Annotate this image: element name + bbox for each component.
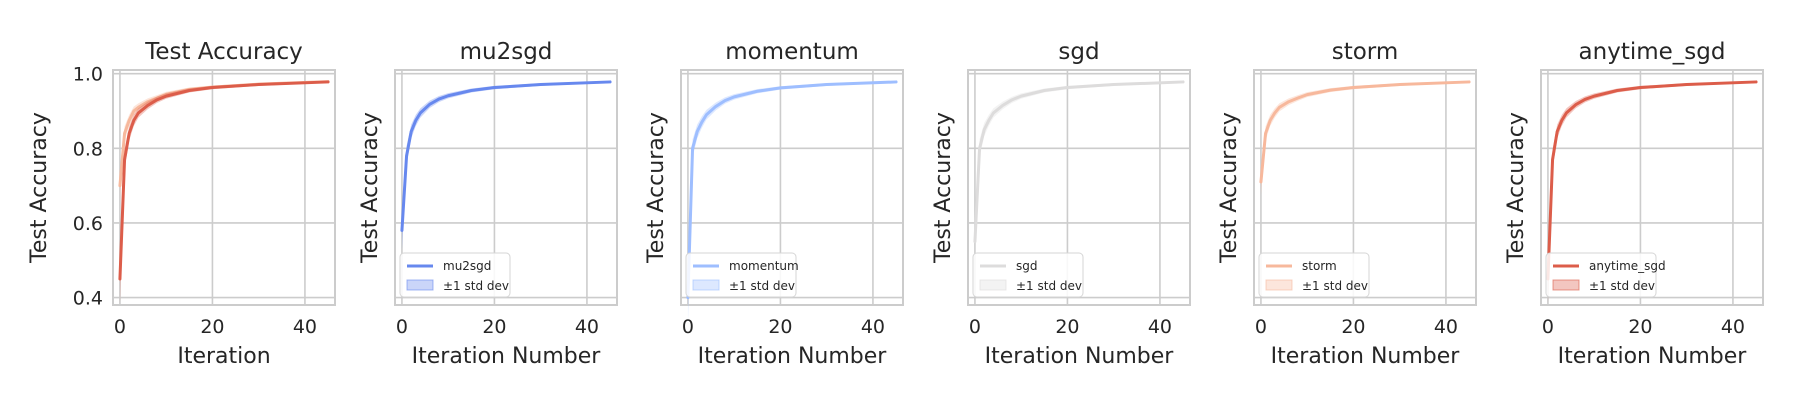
legend-band-label: ±1 std dev (1016, 279, 1082, 293)
legend-box (399, 252, 511, 298)
x-tick-label: 20 (1341, 316, 1365, 338)
legend-box (1258, 252, 1370, 298)
legend: momentum ±1 std dev (685, 252, 799, 298)
y-tick-label: 0.4 (73, 288, 103, 310)
series-line (686, 80, 898, 300)
subplot-title: momentum (725, 39, 859, 65)
legend-band-label: ±1 std dev (1302, 279, 1368, 293)
x-axis-label: Iteration Number (985, 344, 1175, 369)
subplot-title: storm (1332, 39, 1399, 65)
legend: sgd ±1 std dev (972, 252, 1084, 298)
x-tick-label: 40 (1434, 316, 1458, 338)
subplot-title: Test Accuracy (144, 39, 303, 65)
legend-series-label: mu2sgd (443, 259, 491, 273)
y-tick-label: 1.0 (73, 64, 103, 86)
x-tick-label: 40 (1148, 316, 1172, 338)
y-axis-label: Test Accuracy (931, 112, 956, 264)
x-axis-label: Iteration Number (698, 344, 888, 369)
x-axis-label: Iteration (177, 344, 270, 369)
legend: storm ±1 std dev (1258, 252, 1370, 298)
legend-series-label: anytime_sgd (1589, 259, 1666, 273)
subplot-6: anytime_sgd 0 20 40 Iteration Number Test Acc… (1504, 39, 1764, 369)
x-tick-label: 20 (482, 316, 506, 338)
x-tick-label: 40 (1721, 316, 1745, 338)
x-tick-label: 20 (1628, 316, 1652, 338)
x-tick-label: 0 (1255, 316, 1267, 338)
subplot-3: momentum 0 20 40 Iteration Number Test Accura… (644, 39, 904, 369)
legend-band-label: ±1 std dev (729, 279, 795, 293)
legend-series-label: momentum (729, 259, 799, 273)
plot-area (112, 69, 336, 306)
subplot-1: Test Accuracy 0 20 40 Iteration 0.4 0.6 0.8 1.0 T… (27, 39, 336, 369)
legend-series-label: sgd (1016, 259, 1038, 273)
legend-band-swatch (979, 279, 1007, 291)
legend-box (1545, 252, 1657, 298)
legend-box (972, 252, 1084, 298)
legend-band-label: ±1 std dev (1589, 279, 1655, 293)
x-tick-label: 40 (575, 316, 599, 338)
legend-band-swatch (406, 279, 434, 291)
legend-band-swatch (692, 279, 720, 291)
x-tick-label: 0 (969, 316, 981, 338)
x-tick-label: 0 (1542, 316, 1554, 338)
series-line (400, 80, 612, 232)
y-axis-label: Test Accuracy (358, 112, 383, 264)
y-axis-label: Test Accuracy (1217, 112, 1242, 264)
y-tick-label: 0.6 (73, 213, 103, 235)
legend: mu2sgd ±1 std dev (399, 252, 511, 298)
subplot-4: sgd 0 20 40 Iteration Number Test Accuracy sgd… (931, 39, 1191, 369)
legend-band-swatch (1265, 279, 1293, 291)
legend-series-label: storm (1302, 259, 1337, 273)
subplot-title: sgd (1058, 39, 1099, 65)
legend-band-swatch (1552, 279, 1580, 291)
x-tick-label: 20 (200, 316, 224, 338)
x-tick-label: 40 (861, 316, 885, 338)
x-tick-label: 40 (293, 316, 317, 338)
y-axis-label: Test Accuracy (27, 112, 52, 264)
x-tick-label: 20 (768, 316, 792, 338)
series-line (118, 80, 330, 281)
x-axis-label: Iteration Number (1558, 344, 1748, 369)
x-tick-label: 0 (396, 316, 408, 338)
y-axis-label: Test Accuracy (644, 112, 669, 264)
series-line (973, 80, 1185, 244)
x-axis-label: Iteration Number (1271, 344, 1461, 369)
x-tick-label: 0 (682, 316, 694, 338)
series-line (1546, 80, 1758, 281)
legend: anytime_sgd ±1 std dev (1545, 252, 1666, 298)
y-tick-label: 0.8 (73, 138, 103, 160)
legend-band-label: ±1 std dev (443, 279, 509, 293)
y-axis-label: Test Accuracy (1504, 112, 1529, 264)
legend-box (685, 252, 797, 298)
subplot-2: mu2sgd 0 20 40 Iteration Number Test Accuracy… (358, 39, 618, 369)
x-tick-label: 20 (1055, 316, 1079, 338)
x-axis-label: Iteration Number (412, 344, 602, 369)
subplot-5: storm 0 20 40 Iteration Number Test Accuracy s… (1217, 39, 1477, 369)
subplot-title: anytime_sgd (1579, 39, 1726, 65)
series-line (1259, 80, 1471, 184)
subplot-title: mu2sgd (460, 39, 553, 65)
x-tick-label: 0 (114, 316, 126, 338)
